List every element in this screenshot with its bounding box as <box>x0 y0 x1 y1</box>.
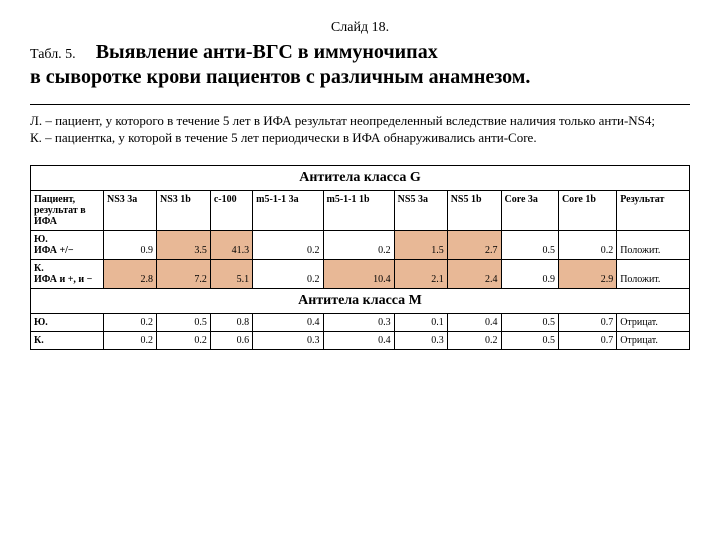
table-cell: 0.9 <box>501 259 558 288</box>
row-header: К. <box>31 331 104 349</box>
table-cell: 0.2 <box>253 259 323 288</box>
table-label: Табл. 5. <box>30 47 76 62</box>
title-line-1: Выявление анти-ВГС в иммуночипах <box>96 41 438 63</box>
table-cell: 10.4 <box>323 259 394 288</box>
table-cell: 2.7 <box>447 230 501 259</box>
table-cell: 0.4 <box>253 313 323 331</box>
divider <box>30 104 690 105</box>
table-cell: 0.4 <box>323 331 394 349</box>
table-cell: Отрицат. <box>617 331 690 349</box>
table-cell: 0.2 <box>104 313 157 331</box>
table-cell: 0.9 <box>104 230 157 259</box>
table-cell: 0.5 <box>501 230 558 259</box>
table-cell: 3.5 <box>157 230 211 259</box>
table-cell: 0.3 <box>394 331 447 349</box>
table-cell: 0.2 <box>323 230 394 259</box>
table-cell: 41.3 <box>210 230 252 259</box>
table-cell: 0.6 <box>210 331 252 349</box>
table-cell: 2.9 <box>558 259 616 288</box>
section-header-m: Антитела класса М <box>31 288 690 313</box>
table-cell: 0.2 <box>104 331 157 349</box>
desc-line-1: Л. – пациент, у которого в течение 5 лет… <box>30 113 655 128</box>
table-cell: 0.2 <box>253 230 323 259</box>
section-header-g: Антитела класса G <box>31 165 690 190</box>
table-cell: Положит. <box>617 230 690 259</box>
table-cell: Положит. <box>617 259 690 288</box>
row-header: К. ИФА и +, и − <box>31 259 104 288</box>
column-header: NS3 3a <box>104 190 157 230</box>
column-header: NS5 1b <box>447 190 501 230</box>
column-header: Core 1b <box>558 190 616 230</box>
table-cell: 2.1 <box>394 259 447 288</box>
slide-number: Слайд 18. <box>30 20 690 36</box>
column-header-result: Результат <box>617 190 690 230</box>
table-cell: 0.2 <box>558 230 616 259</box>
table-cell: 0.2 <box>157 331 211 349</box>
table-cell: 0.2 <box>447 331 501 349</box>
table-cell: 1.5 <box>394 230 447 259</box>
table-cell: Отрицат. <box>617 313 690 331</box>
table-cell: 0.5 <box>501 313 558 331</box>
table-cell: 7.2 <box>157 259 211 288</box>
table-cell: 5.1 <box>210 259 252 288</box>
column-header-patient: Пациент, результат в ИФА <box>31 190 104 230</box>
row-header: Ю. <box>31 313 104 331</box>
desc-line-2: К. – пациентка, у которой в течение 5 ле… <box>30 130 537 145</box>
column-header: NS3 1b <box>157 190 211 230</box>
table-cell: 0.5 <box>157 313 211 331</box>
column-header: Core 3a <box>501 190 558 230</box>
table-cell: 2.8 <box>104 259 157 288</box>
column-header: NS5 3a <box>394 190 447 230</box>
table-cell: 0.7 <box>558 331 616 349</box>
table-cell: 0.3 <box>253 331 323 349</box>
title-line-2: в сыворотке крови пациентов с различным … <box>30 66 530 88</box>
table-cell: 0.5 <box>501 331 558 349</box>
column-header: c-100 <box>210 190 252 230</box>
table-cell: 0.3 <box>323 313 394 331</box>
data-table: Антитела класса GПациент, результат в ИФ… <box>30 165 690 350</box>
row-header: Ю. ИФА +/− <box>31 230 104 259</box>
column-header: m5-1-1 3a <box>253 190 323 230</box>
description: Л. – пациент, у которого в течение 5 лет… <box>30 113 690 147</box>
table-cell: 0.1 <box>394 313 447 331</box>
table-cell: 0.7 <box>558 313 616 331</box>
title: Табл. 5. Выявление анти-ВГС в иммуночипа… <box>30 40 690 90</box>
table-cell: 2.4 <box>447 259 501 288</box>
column-header: m5-1-1 1b <box>323 190 394 230</box>
table-cell: 0.8 <box>210 313 252 331</box>
table-cell: 0.4 <box>447 313 501 331</box>
